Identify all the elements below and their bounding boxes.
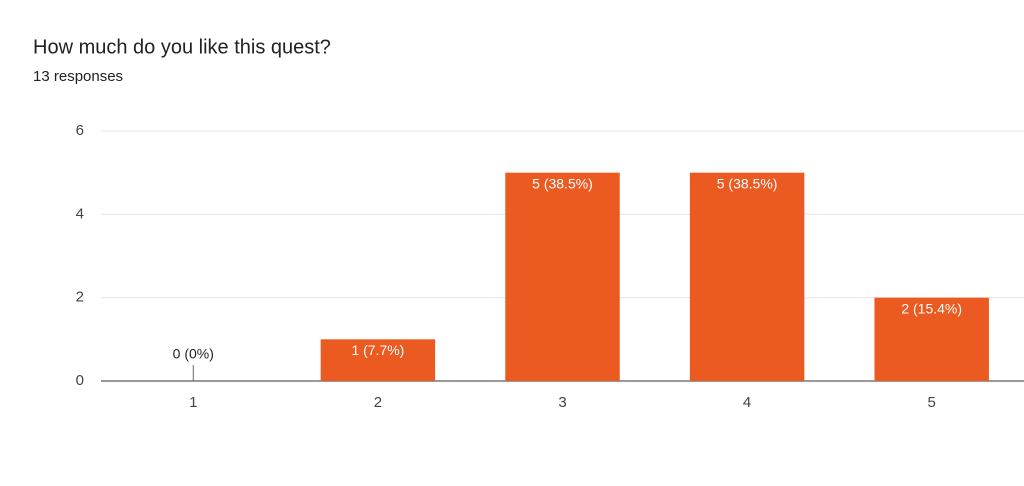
x-tick-label: 5: [928, 394, 936, 411]
data-label: 5 (38.5%): [532, 175, 593, 191]
data-label: 1 (7.7%): [351, 342, 404, 358]
data-label: 0 (0%): [173, 346, 214, 362]
data-label: 2 (15.4%): [901, 300, 962, 316]
chart-subtitle: 13 responses: [33, 68, 123, 85]
y-tick-label: 6: [76, 122, 84, 139]
bar: [505, 172, 620, 381]
x-tick-label: 4: [743, 394, 751, 411]
x-tick-label: 1: [189, 394, 197, 411]
bar: [874, 297, 989, 381]
data-label: 5 (38.5%): [717, 175, 778, 191]
bar: [689, 172, 805, 381]
y-tick-label: 2: [76, 289, 84, 306]
y-tick-label: 0: [76, 372, 84, 389]
chart-title: How much do you like this quest?: [33, 36, 331, 58]
x-tick-label: 3: [558, 394, 566, 411]
y-tick-label: 4: [76, 205, 84, 222]
bar: [320, 339, 436, 381]
x-tick-label: 2: [374, 394, 382, 411]
